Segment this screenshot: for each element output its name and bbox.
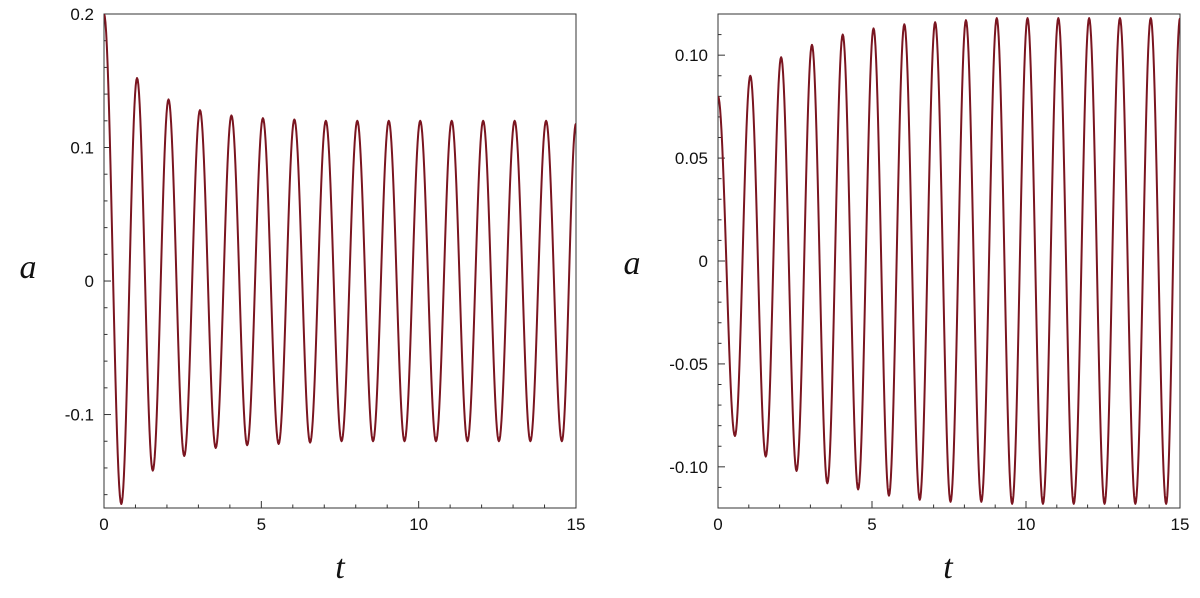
plot-frame	[103, 13, 577, 509]
series-line	[718, 17, 1180, 505]
series-line	[104, 14, 576, 505]
x-tick-label: 0	[713, 515, 722, 534]
y-tick-label: 0.10	[675, 46, 708, 65]
y-tick-label: 0.1	[70, 139, 94, 158]
y-tick-label: -0.1	[65, 406, 94, 425]
x-axis-label: t	[335, 549, 346, 586]
x-tick-label: 10	[1017, 515, 1036, 534]
x-tick-label: 5	[867, 515, 876, 534]
x-tick-label: 15	[1171, 515, 1190, 534]
y-axis-label: a	[624, 245, 641, 282]
x-tick-label: 5	[257, 515, 266, 534]
x-axis-label: t	[943, 549, 954, 586]
y-tick-label: 0	[85, 272, 94, 291]
y-axis-label: a	[20, 249, 37, 286]
plot-right: 0 5 10 15 0.10 0.05 0 -0.05 -0.10 t a	[624, 13, 1190, 586]
y-tick-label: 0.05	[675, 149, 708, 168]
y-tick-label: -0.05	[669, 355, 708, 374]
x-tick-label: 0	[99, 515, 108, 534]
y-tick-label: 0.2	[70, 5, 94, 24]
x-tick-label: 15	[567, 515, 586, 534]
y-tick-label: 0	[699, 252, 708, 271]
y-tick-label: -0.10	[669, 458, 708, 477]
x-tick-label: 10	[409, 515, 428, 534]
plot-frame	[717, 13, 1181, 509]
plot-left: 0 5 10 15 0.2 0.1 0 -0.1 t a	[20, 5, 586, 586]
